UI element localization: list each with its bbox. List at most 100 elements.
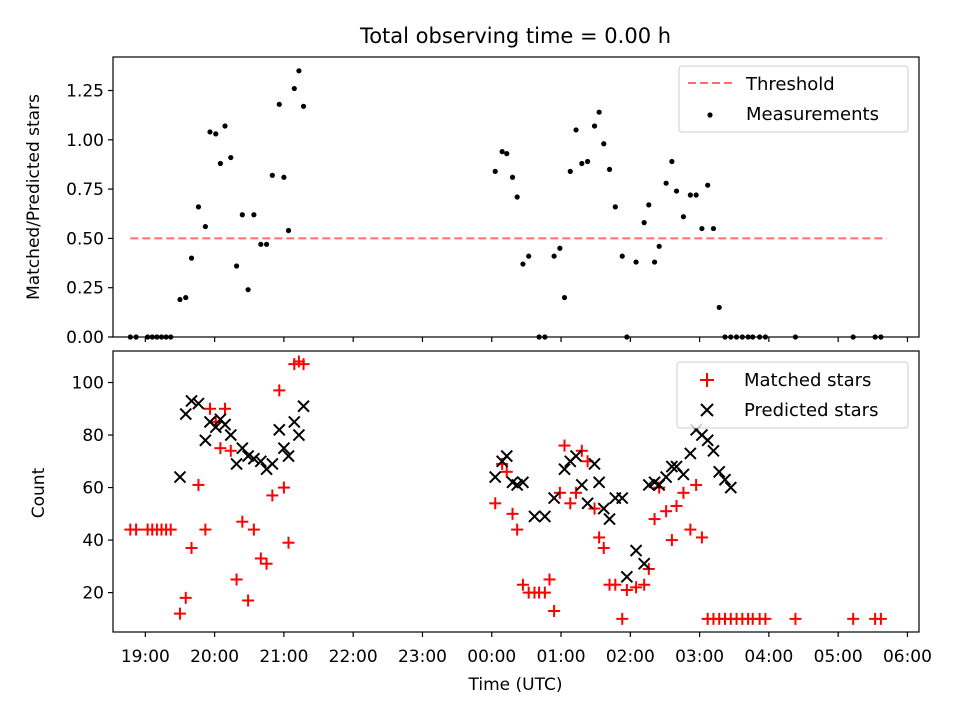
matched-star-point bbox=[219, 402, 232, 415]
measurement-point bbox=[673, 188, 680, 194]
matched-star-point bbox=[506, 507, 519, 520]
x-tick-label: 22:00 bbox=[329, 647, 378, 667]
measurement-point bbox=[245, 287, 251, 293]
matched-star-point bbox=[179, 591, 192, 604]
measurement-point bbox=[291, 85, 297, 92]
measurement-point bbox=[596, 109, 602, 115]
matched-star-point bbox=[759, 612, 772, 625]
x-tick-label: 05:00 bbox=[814, 647, 863, 667]
legend-measurements-swatch bbox=[707, 112, 713, 118]
ratio-y-tick-label: 0.25 bbox=[66, 279, 104, 299]
measurement-point bbox=[584, 158, 591, 165]
measurement-point bbox=[573, 127, 579, 133]
ratio-legend: Threshold Measurements bbox=[678, 65, 909, 133]
x-tick-label: 23:00 bbox=[398, 647, 447, 667]
predicted-star-point bbox=[713, 465, 726, 479]
measurement-point bbox=[514, 194, 520, 200]
matched-star-point bbox=[695, 531, 708, 544]
legend-threshold-label: Threshold bbox=[745, 74, 835, 95]
predicted-star-point bbox=[230, 457, 243, 471]
count-legend-box bbox=[676, 361, 909, 429]
predicted-star-point bbox=[665, 460, 679, 473]
predicted-star-point bbox=[273, 423, 286, 436]
matched-star-point bbox=[199, 523, 212, 536]
ratio-y-tick-label: 0.50 bbox=[66, 229, 104, 249]
matched-star-point bbox=[616, 612, 629, 625]
matched-star-point bbox=[874, 612, 887, 625]
matched-star-point bbox=[297, 358, 310, 371]
measurement-point bbox=[687, 192, 693, 198]
predicted-star-point bbox=[282, 449, 295, 463]
legend-measurements-label: Measurements bbox=[746, 104, 879, 125]
measurement-point bbox=[188, 255, 195, 261]
measurement-point bbox=[269, 172, 275, 178]
measurement-point bbox=[693, 192, 699, 198]
x-tick-label: 21:00 bbox=[259, 647, 308, 667]
matched-star-point bbox=[597, 541, 610, 554]
predicted-star-point bbox=[236, 441, 249, 455]
measurement-point bbox=[222, 123, 228, 129]
measurement-point bbox=[281, 174, 287, 180]
predicted-star-point bbox=[629, 544, 643, 557]
predicted-star-point bbox=[516, 476, 530, 489]
measurement-point bbox=[258, 241, 264, 247]
predicted-star-point bbox=[677, 468, 690, 481]
measurement-point bbox=[646, 202, 652, 208]
measurement-point bbox=[656, 243, 662, 249]
matched-star-point bbox=[558, 439, 571, 452]
legend-matched-label: Matched stars bbox=[744, 370, 871, 391]
ratio-x-ticks bbox=[144, 337, 909, 342]
matched-star-point bbox=[648, 513, 661, 526]
measurement-point bbox=[296, 68, 302, 74]
count-axes-frame bbox=[112, 350, 920, 633]
predicted-star-point bbox=[179, 407, 192, 421]
matched-star-point bbox=[173, 607, 186, 620]
ratio-legend-box bbox=[678, 65, 909, 133]
matched-star-point bbox=[847, 612, 860, 625]
matched-star-point bbox=[690, 478, 703, 491]
matched-star-point bbox=[164, 523, 177, 536]
measurement-point bbox=[195, 204, 202, 210]
predicted-star-point bbox=[597, 502, 610, 515]
predicted-star-point bbox=[209, 420, 222, 434]
predicted-star-point bbox=[247, 452, 261, 465]
measurement-point bbox=[591, 123, 598, 129]
predicted-star-point bbox=[547, 491, 561, 505]
measurement-point bbox=[567, 168, 573, 174]
matched-star-point bbox=[511, 523, 524, 536]
predicted-star-point bbox=[684, 447, 697, 460]
count-panel: 20 40 60 80 100 19:00 20:00 21:00 22:00 23:00 00:… bbox=[29, 350, 932, 695]
measurement-point bbox=[504, 151, 510, 157]
predicted-star-point bbox=[528, 510, 541, 523]
matched-star-point bbox=[247, 523, 260, 536]
predicted-star-point bbox=[185, 394, 198, 408]
measurement-point bbox=[213, 131, 219, 137]
matched-star-point bbox=[789, 612, 802, 625]
predicted-star-point bbox=[538, 510, 552, 523]
count-y-ticks: 20 40 60 80 100 bbox=[72, 374, 113, 604]
matched-star-point bbox=[236, 515, 249, 528]
measurement-point bbox=[651, 259, 658, 265]
measurement-point bbox=[579, 160, 585, 167]
predicted-star-point bbox=[659, 470, 673, 484]
matched-star-point bbox=[203, 402, 216, 415]
predicted-star-point bbox=[288, 415, 301, 429]
figure-title: Total observing time = 0.00 h bbox=[359, 24, 671, 48]
predicted-star-point bbox=[569, 449, 583, 463]
matched-star-point bbox=[224, 444, 237, 457]
predicted-star-point bbox=[701, 434, 714, 447]
measurement-point bbox=[499, 149, 505, 155]
measurement-point bbox=[285, 227, 292, 234]
measurement-point bbox=[526, 253, 532, 259]
matched-star-point bbox=[553, 486, 566, 499]
matched-star-point bbox=[543, 573, 556, 586]
predicted-star-point bbox=[292, 428, 306, 442]
predicted-star-point bbox=[199, 434, 212, 447]
measurement-point bbox=[239, 212, 245, 218]
count-y-tick-label: 100 bbox=[72, 374, 104, 394]
measurement-point bbox=[633, 259, 639, 265]
predicted-star-point bbox=[637, 557, 651, 570]
predicted-star-point bbox=[500, 449, 513, 463]
predicted-star-point bbox=[558, 462, 571, 476]
